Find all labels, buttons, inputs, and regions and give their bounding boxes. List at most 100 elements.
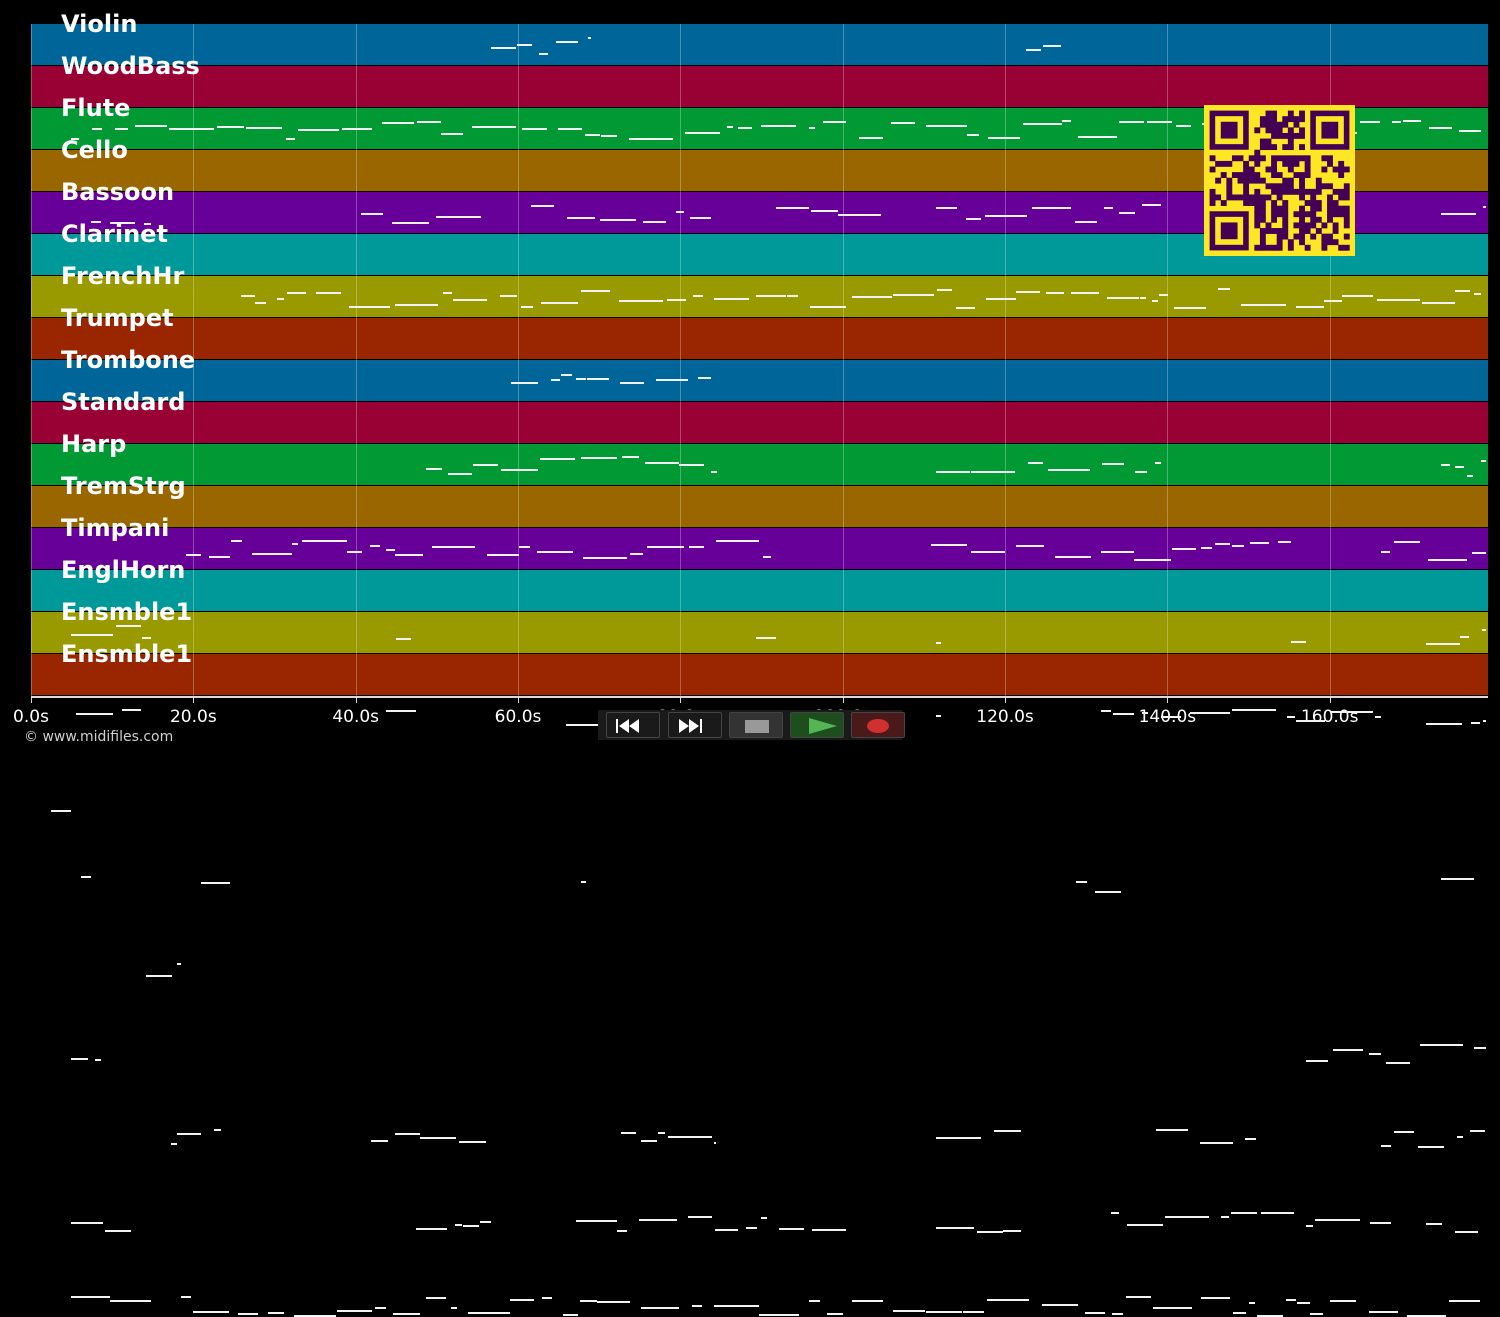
note-mark — [1483, 720, 1486, 722]
track-row[interactable] — [31, 402, 1488, 812]
note-mark — [91, 221, 101, 223]
note-mark — [1201, 547, 1212, 549]
note-mark — [597, 1301, 630, 1303]
note-mark — [810, 306, 846, 308]
note-mark — [392, 222, 429, 224]
note-mark — [487, 554, 519, 556]
track-row[interactable] — [31, 360, 1488, 726]
note-mark — [1119, 212, 1135, 214]
track-row[interactable] — [31, 318, 1488, 645]
note-mark — [551, 379, 560, 381]
track-label: EnglHorn — [61, 556, 186, 584]
fast-forward-icon — [679, 719, 702, 733]
play-icon — [809, 718, 837, 734]
note-mark — [561, 374, 572, 376]
note-mark — [581, 881, 586, 883]
axis-tick — [1329, 697, 1331, 703]
note-mark — [214, 1129, 221, 1131]
note-mark — [1250, 542, 1269, 544]
note-mark — [531, 205, 554, 207]
note-mark — [1043, 45, 1061, 47]
note-mark — [1342, 295, 1373, 297]
note-mark — [587, 378, 609, 380]
note-mark — [142, 637, 151, 639]
note-mark — [255, 302, 266, 304]
note-mark — [738, 127, 752, 129]
note-mark — [177, 1133, 201, 1135]
note-mark — [1174, 307, 1206, 309]
note-mark — [716, 540, 759, 542]
note-mark — [1042, 1304, 1078, 1306]
note-mark — [501, 469, 538, 471]
track-row[interactable] — [31, 444, 1488, 893]
axis-tick-label: 40.0s — [332, 707, 380, 727]
note-mark — [1119, 121, 1144, 123]
note-mark — [812, 1229, 846, 1231]
gridline — [193, 24, 195, 696]
note-mark — [393, 1313, 420, 1315]
axis-tick-label: 20.0s — [169, 707, 217, 727]
note-mark — [977, 1231, 1003, 1233]
copyright-credit[interactable]: © www.midifiles.com — [24, 729, 174, 745]
note-mark — [1101, 710, 1111, 712]
note-mark — [1306, 1225, 1313, 1227]
note-mark — [110, 222, 135, 224]
note-mark — [316, 292, 341, 294]
track-row[interactable] — [31, 528, 1488, 1064]
note-mark — [714, 298, 749, 300]
note-mark — [1481, 460, 1486, 462]
note-mark — [1470, 1130, 1485, 1132]
track-label: TremStrg — [61, 472, 186, 500]
play-button[interactable] — [790, 712, 844, 738]
note-mark — [231, 540, 242, 542]
note-mark — [386, 549, 395, 551]
note-mark — [1467, 475, 1473, 477]
track-row[interactable] — [31, 24, 1488, 65]
fast-forward-button[interactable] — [668, 712, 722, 738]
note-mark — [1278, 541, 1291, 543]
note-mark — [1241, 304, 1286, 306]
note-mark — [473, 464, 498, 466]
note-mark — [692, 1305, 702, 1307]
note-mark — [472, 126, 516, 128]
note-mark — [756, 295, 786, 297]
note-mark — [522, 128, 547, 130]
note-mark — [1455, 1231, 1478, 1233]
note-mark — [690, 217, 711, 219]
note-mark — [1016, 291, 1040, 293]
axis-tick-label: 160.0s — [1300, 707, 1359, 727]
track-label: Flute — [61, 94, 131, 122]
note-mark — [931, 544, 967, 546]
record-button[interactable] — [851, 712, 905, 738]
note-mark — [95, 1059, 101, 1061]
note-mark — [1078, 136, 1117, 138]
note-mark — [656, 379, 688, 381]
note-mark — [685, 132, 720, 134]
note-mark — [1142, 204, 1161, 206]
note-mark — [1333, 1049, 1363, 1051]
note-mark — [1310, 1313, 1323, 1315]
note-mark — [1261, 1212, 1294, 1214]
note-mark — [966, 218, 981, 220]
note-mark — [893, 294, 934, 296]
track-row[interactable] — [31, 570, 1488, 1148]
track-row[interactable] — [31, 612, 1488, 1233]
track-row[interactable] — [31, 486, 1488, 977]
note-mark — [252, 553, 292, 555]
note-mark — [209, 556, 230, 558]
stop-button[interactable] — [729, 712, 783, 738]
track-row[interactable] — [31, 654, 1488, 1317]
note-mark — [71, 1058, 88, 1060]
note-mark — [645, 462, 679, 464]
note-mark — [1426, 643, 1460, 645]
note-mark — [1153, 1307, 1192, 1309]
note-mark — [1422, 302, 1455, 304]
note-mark — [601, 135, 617, 137]
note-mark — [852, 1300, 883, 1302]
track-row[interactable] — [31, 66, 1488, 140]
note-mark — [201, 882, 230, 884]
track-label: Clarinet — [61, 220, 168, 248]
note-mark — [1165, 1216, 1209, 1218]
note-mark — [1112, 1313, 1123, 1315]
rewind-button[interactable] — [606, 712, 660, 738]
